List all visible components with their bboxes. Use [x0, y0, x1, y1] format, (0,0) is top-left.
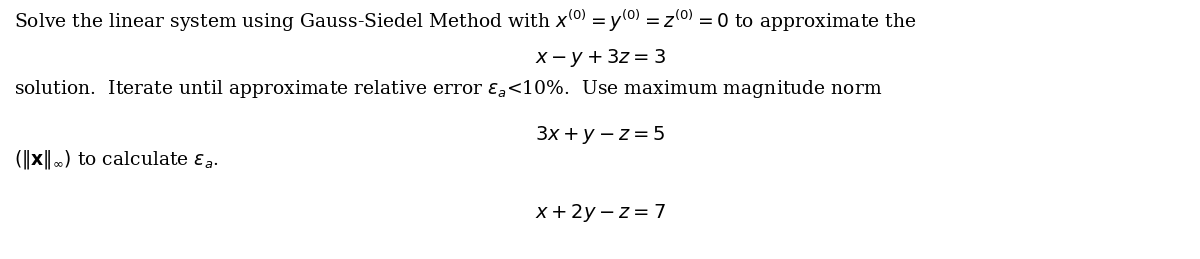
Text: $3x + y - z = 5$: $3x + y - z = 5$ [535, 124, 665, 146]
Text: solution.  Iterate until approximate relative error $\varepsilon_a$<10%.  Use ma: solution. Iterate until approximate rela… [14, 78, 882, 100]
Text: Solve the linear system using Gauss-Siedel Method with $x^{(0)} = y^{(0)} = z^{(: Solve the linear system using Gauss-Sied… [14, 8, 917, 34]
Text: $x + 2y - z = 7$: $x + 2y - z = 7$ [535, 202, 665, 224]
Text: $(\|\mathbf{x}\|_\infty)$ to calculate $\varepsilon_a$.: $(\|\mathbf{x}\|_\infty)$ to calculate $… [14, 148, 220, 171]
Text: $x - y + 3z = 3$: $x - y + 3z = 3$ [534, 47, 666, 69]
